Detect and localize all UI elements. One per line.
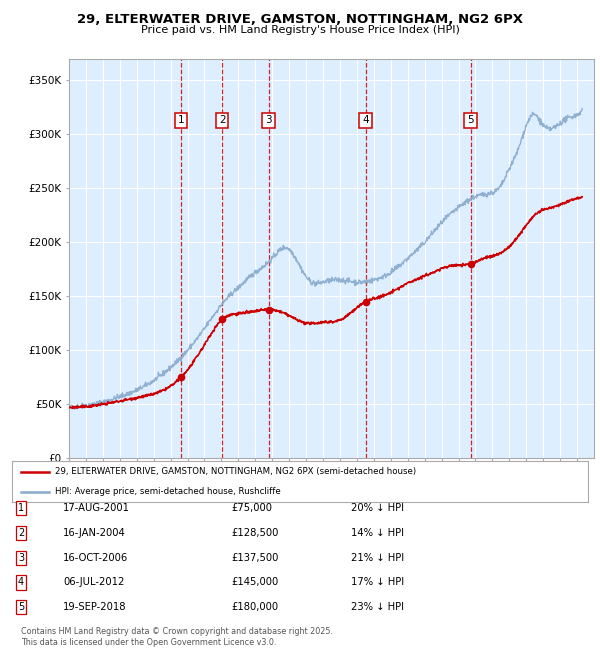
Text: Price paid vs. HM Land Registry's House Price Index (HPI): Price paid vs. HM Land Registry's House …: [140, 25, 460, 34]
Text: £180,000: £180,000: [231, 602, 278, 612]
Text: 4: 4: [18, 577, 24, 588]
Text: £128,500: £128,500: [231, 528, 278, 538]
Text: 06-JUL-2012: 06-JUL-2012: [63, 577, 124, 588]
Text: 1: 1: [18, 503, 24, 514]
Text: HPI: Average price, semi-detached house, Rushcliffe: HPI: Average price, semi-detached house,…: [55, 488, 281, 496]
Text: 20% ↓ HPI: 20% ↓ HPI: [351, 503, 404, 514]
Text: 19-SEP-2018: 19-SEP-2018: [63, 602, 127, 612]
Text: 29, ELTERWATER DRIVE, GAMSTON, NOTTINGHAM, NG2 6PX: 29, ELTERWATER DRIVE, GAMSTON, NOTTINGHA…: [77, 13, 523, 26]
Text: 29, ELTERWATER DRIVE, GAMSTON, NOTTINGHAM, NG2 6PX (semi-detached house): 29, ELTERWATER DRIVE, GAMSTON, NOTTINGHA…: [55, 467, 416, 476]
Text: 16-OCT-2006: 16-OCT-2006: [63, 552, 128, 563]
Text: £145,000: £145,000: [231, 577, 278, 588]
Text: 1: 1: [178, 116, 185, 125]
Text: 2: 2: [219, 116, 226, 125]
Text: 3: 3: [18, 552, 24, 563]
Text: 14% ↓ HPI: 14% ↓ HPI: [351, 528, 404, 538]
Text: 3: 3: [265, 116, 272, 125]
Text: 4: 4: [362, 116, 369, 125]
Text: 23% ↓ HPI: 23% ↓ HPI: [351, 602, 404, 612]
Text: £137,500: £137,500: [231, 552, 278, 563]
Text: 17-AUG-2001: 17-AUG-2001: [63, 503, 130, 514]
Text: 16-JAN-2004: 16-JAN-2004: [63, 528, 126, 538]
Text: 5: 5: [18, 602, 24, 612]
Text: £75,000: £75,000: [231, 503, 272, 514]
Text: Contains HM Land Registry data © Crown copyright and database right 2025.
This d: Contains HM Land Registry data © Crown c…: [21, 627, 333, 647]
Text: 5: 5: [467, 116, 474, 125]
Text: 17% ↓ HPI: 17% ↓ HPI: [351, 577, 404, 588]
Text: 2: 2: [18, 528, 24, 538]
Text: 21% ↓ HPI: 21% ↓ HPI: [351, 552, 404, 563]
